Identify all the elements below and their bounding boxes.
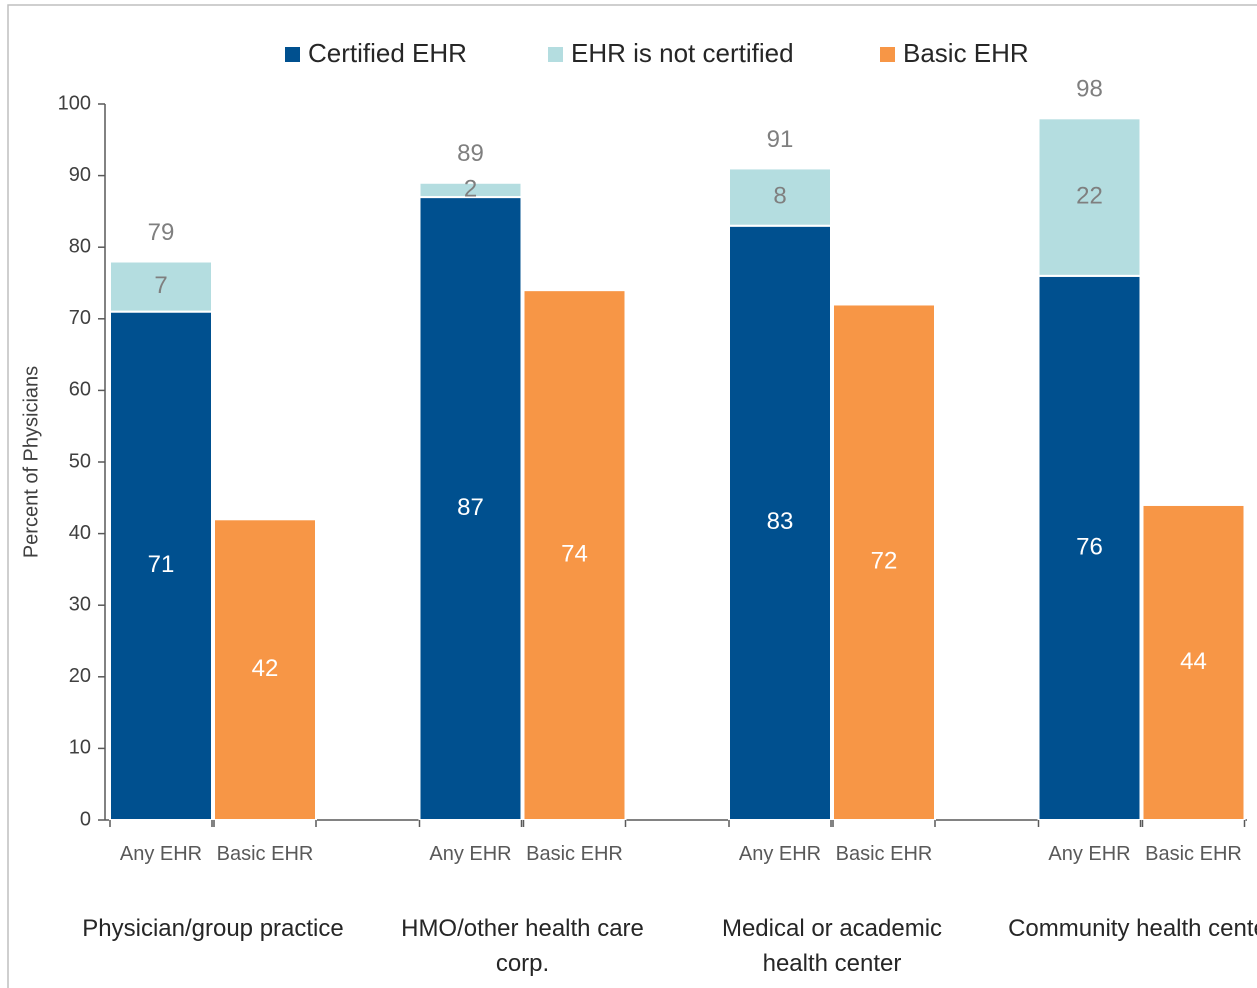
- legend-swatch: [880, 47, 895, 62]
- legend-swatch: [548, 47, 563, 62]
- x-category-label: Community health center: [1008, 915, 1257, 942]
- bar-segment: [728, 224, 832, 822]
- y-tick-label: 70: [69, 307, 91, 329]
- data-label: 42: [252, 655, 279, 682]
- x-subcategory-label: Any EHR: [738, 843, 822, 865]
- total-label: 79: [148, 219, 175, 246]
- data-label: 83: [767, 508, 794, 535]
- bar-segment: [213, 518, 317, 822]
- bar-segment: [109, 260, 213, 313]
- data-label: 44: [1180, 648, 1207, 675]
- x-subcategory-label: Basic EHR: [526, 843, 623, 865]
- chart-border: [7, 4, 1257, 988]
- y-tick-label: 50: [69, 450, 91, 472]
- data-label: 87: [457, 494, 484, 521]
- y-tick-label: 0: [80, 808, 91, 830]
- x-subcategory-label: Basic EHR: [216, 843, 314, 865]
- y-tick-label: 20: [69, 665, 91, 687]
- bar-segment: [109, 310, 213, 821]
- y-tick-label: 30: [69, 593, 91, 615]
- y-tick-label: 10: [69, 737, 91, 759]
- legend-label: EHR is not certified: [571, 38, 794, 68]
- legend-swatch: [285, 47, 300, 62]
- bar-segment: [728, 167, 832, 227]
- total-label: 98: [1076, 76, 1103, 103]
- bar-segment: [522, 289, 627, 822]
- bar-segment: [418, 196, 523, 821]
- y-tick-label: 60: [69, 379, 91, 401]
- x-subcategory-label: Any EHR: [429, 843, 512, 865]
- x-subcategory-label: Any EHR: [1048, 843, 1131, 865]
- x-category-label: HMO/other health care corp.: [401, 915, 644, 977]
- legend-label: Certified EHR: [308, 38, 467, 68]
- y-axis-label: Percent of Physicians: [20, 366, 42, 558]
- x-subcategory-label: Basic EHR: [835, 843, 933, 865]
- total-label: 89: [457, 140, 484, 167]
- data-label: 76: [1076, 533, 1103, 560]
- bar-segment: [418, 181, 523, 199]
- y-tick-label: 100: [58, 92, 91, 114]
- data-label: 71: [148, 551, 175, 578]
- y-tick-label: 40: [69, 522, 91, 544]
- bar-segment: [1037, 274, 1142, 821]
- total-label: 91: [767, 126, 794, 153]
- data-label: 7: [154, 272, 167, 299]
- data-label: 8: [773, 182, 786, 209]
- x-category-label: Physician/group practice: [82, 915, 344, 942]
- data-label: 2: [464, 175, 477, 202]
- bar-segment: [832, 303, 936, 822]
- x-category-label: Medical or academic health center: [721, 915, 943, 977]
- y-tick-label: 80: [69, 235, 91, 257]
- data-label: 72: [871, 548, 898, 575]
- data-label: 22: [1076, 182, 1103, 209]
- x-subcategory-label: Basic EHR: [1145, 843, 1242, 865]
- bar-segment: [1141, 503, 1246, 821]
- bar-segment: [1037, 117, 1142, 277]
- x-subcategory-label: Any EHR: [119, 843, 203, 865]
- legend-label: Basic EHR: [903, 38, 1029, 68]
- y-tick-label: 90: [69, 164, 91, 186]
- data-label: 74: [561, 540, 588, 567]
